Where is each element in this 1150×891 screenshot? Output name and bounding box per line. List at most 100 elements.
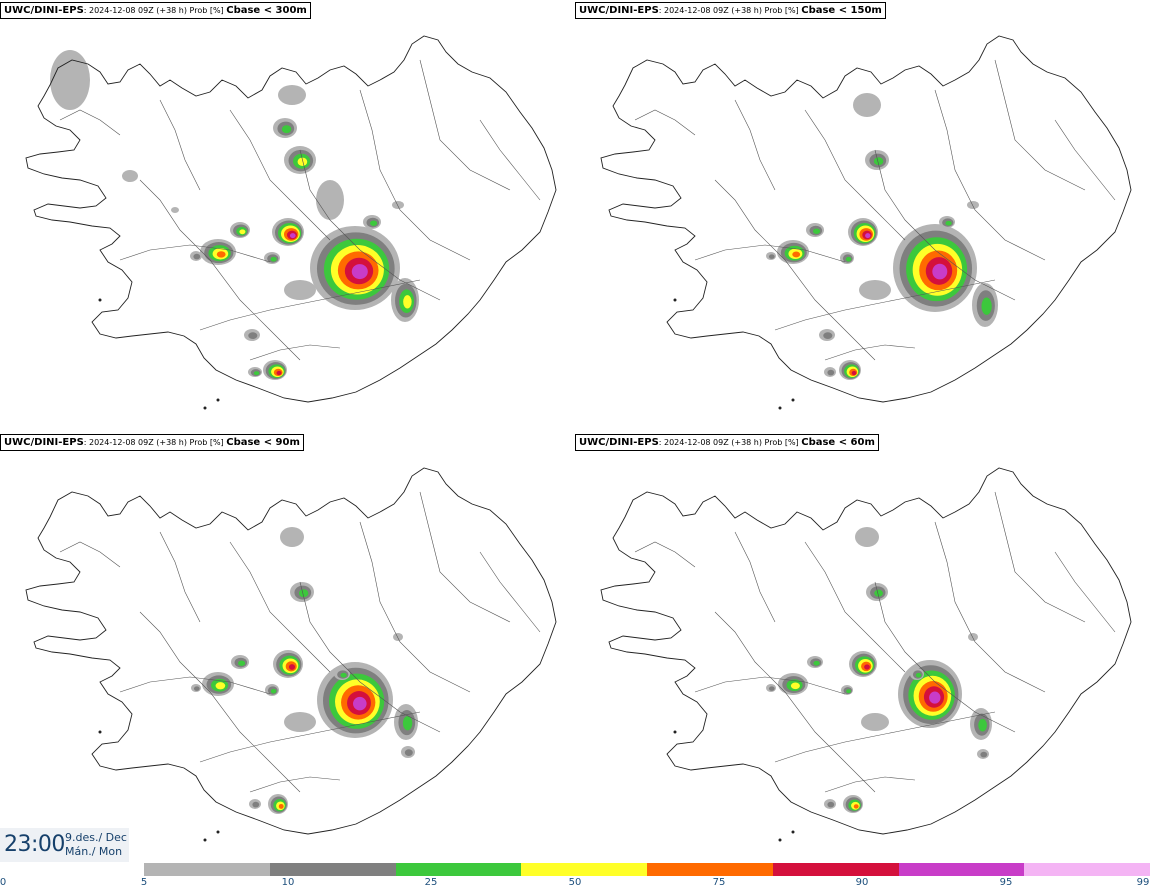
probability-contour <box>851 370 857 376</box>
probability-colorbar <box>144 863 1150 876</box>
probability-contour <box>827 369 835 376</box>
probability-contour <box>316 180 344 220</box>
colorbar-tick-label: 99 <box>1136 877 1150 888</box>
colorbar-segment <box>1024 863 1150 876</box>
probability-contour <box>353 696 367 711</box>
island <box>791 398 795 402</box>
region-boundary <box>419 59 511 191</box>
island <box>216 398 220 402</box>
probability-contour <box>252 801 260 808</box>
map-panel-cbase-300m: UWC/DINI-EPS: 2024-12-08 09Z (+38 h) Pro… <box>0 0 575 430</box>
region-boundary <box>634 109 696 136</box>
region-boundary <box>774 711 996 763</box>
map-panel-cbase-90m: UWC/DINI-EPS: 2024-12-08 09Z (+38 h) Pro… <box>0 432 575 862</box>
island <box>98 730 102 734</box>
probability-contour <box>853 93 881 117</box>
island <box>673 298 677 302</box>
region-boundary <box>994 491 1086 623</box>
probability-contour <box>122 170 138 182</box>
island <box>203 838 207 842</box>
probability-contour <box>239 229 246 235</box>
probability-contour <box>289 233 296 239</box>
island <box>778 406 782 410</box>
probability-contour <box>859 280 891 300</box>
probability-contour <box>861 713 889 731</box>
region-boundary <box>59 109 121 136</box>
valid-time-clock: 23:00 <box>4 832 65 857</box>
probability-contour <box>864 664 870 670</box>
colorbar-tick-label: 25 <box>424 877 438 888</box>
colorbar-tick-label: 10 <box>281 877 295 888</box>
region-boundary <box>479 551 541 633</box>
probability-contour <box>248 332 258 339</box>
probability-contour <box>967 201 979 209</box>
region-boundary <box>634 541 696 568</box>
region-boundary <box>159 531 201 623</box>
probability-contour <box>284 280 316 300</box>
iceland-map <box>600 35 1132 410</box>
valid-time-box: 23:00 9.des./ Dec Mán./ Mon <box>0 828 129 862</box>
probability-contour <box>845 256 852 262</box>
valid-time-date: 9.des./ Dec Mán./ Mon <box>65 831 127 859</box>
panel-title: UWC/DINI-EPS: 2024-12-08 09Z (+38 h) Pro… <box>575 2 886 19</box>
coastline <box>25 35 557 403</box>
probability-contour <box>827 801 835 808</box>
valid-weekday-line: Mán./ Mon <box>65 845 123 858</box>
colorbar-segment <box>269 863 396 876</box>
region-boundary <box>359 521 471 693</box>
probability-contour <box>216 251 226 258</box>
region-boundary <box>199 279 421 331</box>
probability-contour <box>968 633 978 641</box>
colorbar-tick-label: 90 <box>855 877 869 888</box>
region-boundary <box>934 89 1046 261</box>
probability-contour <box>945 220 952 226</box>
region-boundary <box>714 611 876 793</box>
iceland-map <box>25 35 557 410</box>
probability-contour <box>915 672 922 678</box>
region-boundary <box>804 109 906 241</box>
iceland-map <box>600 467 1132 842</box>
panel-title: UWC/DINI-EPS: 2024-12-08 09Z (+38 h) Pro… <box>575 434 879 451</box>
probability-contour <box>370 220 378 226</box>
region-boundary <box>119 244 271 263</box>
region-boundary <box>249 344 341 361</box>
probability-contour <box>278 803 284 809</box>
probability-contour <box>813 660 820 666</box>
probability-contour <box>978 718 987 732</box>
region-boundary <box>119 676 271 695</box>
island <box>673 730 677 734</box>
colorbar-segment <box>772 863 899 876</box>
probability-contour <box>813 228 821 234</box>
panel-title: UWC/DINI-EPS: 2024-12-08 09Z (+38 h) Pro… <box>0 2 311 19</box>
probability-contour <box>50 50 90 110</box>
region-boundary <box>824 344 916 361</box>
probability-contour <box>270 256 277 262</box>
valid-date-line: 9.des./ Dec <box>65 831 127 844</box>
probability-contour <box>280 527 304 547</box>
probability-contour <box>846 689 851 694</box>
probability-contour <box>284 712 316 732</box>
colorbar-segment <box>395 863 522 876</box>
region-boundary <box>824 776 916 793</box>
region-boundary <box>734 531 776 623</box>
probability-contour <box>792 251 801 258</box>
probability-contour <box>768 686 775 691</box>
probability-contour <box>932 263 948 280</box>
probability-contour <box>853 804 859 809</box>
colorbar-segment <box>647 863 773 876</box>
probability-contour <box>929 691 941 704</box>
probability-contour <box>393 633 403 641</box>
colorbar-segment <box>898 863 1025 876</box>
probability-contour <box>768 254 775 259</box>
region-boundary <box>1054 551 1116 633</box>
coastline <box>600 35 1132 403</box>
colorbar-tick-label: 50 <box>568 877 582 888</box>
probability-contour <box>193 253 201 260</box>
region-boundary <box>249 776 341 793</box>
probability-contour <box>238 660 246 666</box>
region-boundary <box>694 676 846 695</box>
colorbar-segment <box>144 863 270 876</box>
region-boundary <box>139 611 301 793</box>
probability-contour <box>281 125 292 134</box>
region-boundary <box>934 521 1046 693</box>
